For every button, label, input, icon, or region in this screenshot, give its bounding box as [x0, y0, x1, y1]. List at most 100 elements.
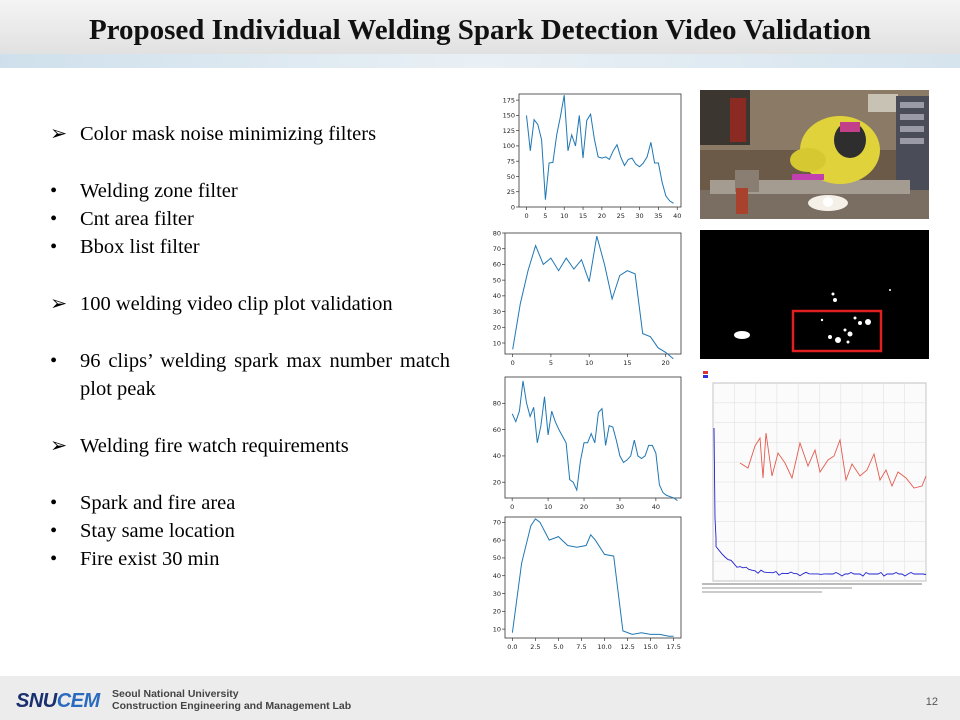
- page-number: 12: [925, 696, 938, 708]
- line-chart-1: 0 5 10 15 20 25 30 35 40 0 25 50 75 100 125 150 175: [497, 91, 683, 223]
- x-tick-label: 30: [616, 503, 624, 511]
- arrow-bullet-icon: ➢: [50, 293, 68, 315]
- y-tick-label: 60: [493, 536, 501, 544]
- bullet-dot-icon: •: [50, 548, 58, 570]
- line-chart-4: 0.0 2.5 5.0 7.5 10.0 12.5 15.0 17.5 10 20 30 40 50 60…: [483, 514, 683, 654]
- y-tick-label: 50: [493, 276, 501, 284]
- y-tick-label: 10: [493, 339, 501, 347]
- y-tick-label: 70: [493, 245, 501, 253]
- x-tick-label: 2.5: [530, 643, 540, 651]
- y-tick-label: 20: [493, 608, 501, 616]
- x-tick-label: 35: [654, 212, 662, 220]
- x-tick-label: 5: [549, 359, 553, 367]
- detection-bbox: [791, 309, 883, 353]
- arrow-bullet-icon: ➢: [50, 435, 68, 457]
- x-tick-label: 20: [598, 212, 606, 220]
- bullet-text: Welding fire watch requirements: [80, 435, 349, 457]
- bullet-text: Welding zone filter: [80, 180, 238, 202]
- bullet-item: • Cnt area filter: [50, 205, 450, 233]
- arrow-bullet-icon: ➢: [50, 123, 68, 145]
- bullet-text: Color mask noise minimizing filters: [80, 123, 377, 145]
- mask-scene: [700, 230, 929, 359]
- bullet-item: • Bbox list filter: [50, 233, 450, 261]
- bullet-item: • Welding zone filter: [50, 177, 450, 205]
- y-tick-label: 40: [493, 452, 501, 460]
- footer: SNUCEM Seoul National University Constru…: [0, 676, 960, 720]
- bullet-text: Stay same location: [80, 520, 235, 542]
- spark-count-plot-image: [700, 368, 929, 596]
- bullet-gap: [50, 261, 450, 290]
- y-tick-label: 60: [493, 426, 501, 434]
- y-tick-label: 25: [507, 188, 515, 196]
- bullet-dot-icon: •: [50, 180, 58, 202]
- bullet-dot-icon: •: [50, 350, 58, 372]
- y-tick-label: 175: [503, 96, 515, 104]
- title-stripe: [0, 54, 960, 68]
- bullet-item: • Fire exist 30 min: [50, 545, 450, 573]
- welding-photo: [700, 90, 929, 219]
- line-chart-3: 0 10 20 30 40 20 40 60 80: [483, 374, 683, 514]
- y-tick-label: 20: [493, 479, 501, 487]
- bullet-dot-icon: •: [50, 208, 58, 230]
- lab-name: Seoul National University Construction E…: [112, 688, 352, 712]
- y-tick-label: 80: [493, 400, 501, 408]
- bullet-item: • Stay same location: [50, 517, 450, 545]
- x-tick-label: 12.5: [620, 643, 634, 651]
- x-tick-label: 10: [560, 212, 568, 220]
- bullet-item: • 96 clips’ welding spark max number matc…: [50, 347, 450, 403]
- x-tick-label: 15: [579, 212, 587, 220]
- x-tick-label: 17.5: [666, 643, 680, 651]
- x-tick-label: 20: [662, 359, 670, 367]
- x-tick-label: 0.0: [507, 643, 517, 651]
- x-tick-label: 30: [635, 212, 643, 220]
- series-line: [526, 95, 674, 204]
- y-tick-label: 40: [493, 572, 501, 580]
- series-line: [512, 235, 674, 360]
- bullet-dot-icon: •: [50, 492, 58, 514]
- x-tick-label: 5: [543, 212, 547, 220]
- y-tick-label: 70: [493, 519, 501, 527]
- y-tick-label: 75: [507, 157, 515, 165]
- x-tick-label: 20: [580, 503, 588, 511]
- bullet-text: Fire exist 30 min: [80, 548, 220, 570]
- y-tick-label: 50: [507, 173, 515, 181]
- x-tick-label: 0: [510, 503, 514, 511]
- y-tick-label: 60: [493, 261, 501, 269]
- x-tick-label: 10.0: [597, 643, 611, 651]
- bullet-text: Bbox list filter: [80, 236, 200, 258]
- y-tick-label: 30: [493, 308, 501, 316]
- y-tick-label: 125: [503, 127, 515, 135]
- x-tick-label: 0: [524, 212, 528, 220]
- slide-title: Proposed Individual Welding Spark Detect…: [88, 14, 872, 46]
- plot-frame: [504, 516, 682, 639]
- bullet-list: ➢ Color mask noise minimizing filters • Wel…: [50, 120, 450, 573]
- bullet-item: ➢ Color mask noise minimizing filters: [50, 120, 450, 148]
- spark-mask-image: [700, 230, 929, 359]
- x-tick-label: 15: [623, 359, 631, 367]
- x-tick-label: 40: [652, 503, 660, 511]
- bullet-gap: [50, 460, 450, 489]
- x-tick-label: 0: [511, 359, 515, 367]
- x-tick-label: 15.0: [643, 643, 657, 651]
- y-tick-label: 0: [511, 203, 515, 211]
- bullet-gap: [50, 318, 450, 347]
- bullet-item: • Spark and fire area: [50, 489, 450, 517]
- x-tick-label: 10: [585, 359, 593, 367]
- bullet-text: Spark and fire area: [80, 492, 236, 514]
- y-tick-label: 150: [503, 112, 515, 120]
- title-bar: [0, 0, 960, 68]
- x-tick-label: 7.5: [576, 643, 586, 651]
- x-tick-label: 40: [673, 212, 681, 220]
- plot-frame: [518, 93, 682, 208]
- y-tick-label: 100: [503, 142, 515, 150]
- welding-scene-image: [700, 90, 929, 219]
- y-tick-label: 80: [493, 230, 501, 237]
- bullet-text: Cnt area filter: [80, 208, 194, 230]
- bullet-text: 100 welding video clip plot validation: [80, 293, 393, 315]
- x-tick-label: 25: [617, 212, 625, 220]
- bullet-gap: [50, 403, 450, 432]
- y-tick-label: 50: [493, 554, 501, 562]
- bullet-item: ➢ Welding fire watch requirements: [50, 432, 450, 460]
- line-chart-2: 0 5 10 15 20 10 20 30 40 50 60 70 80: [483, 230, 683, 370]
- bullet-gap: [50, 148, 450, 177]
